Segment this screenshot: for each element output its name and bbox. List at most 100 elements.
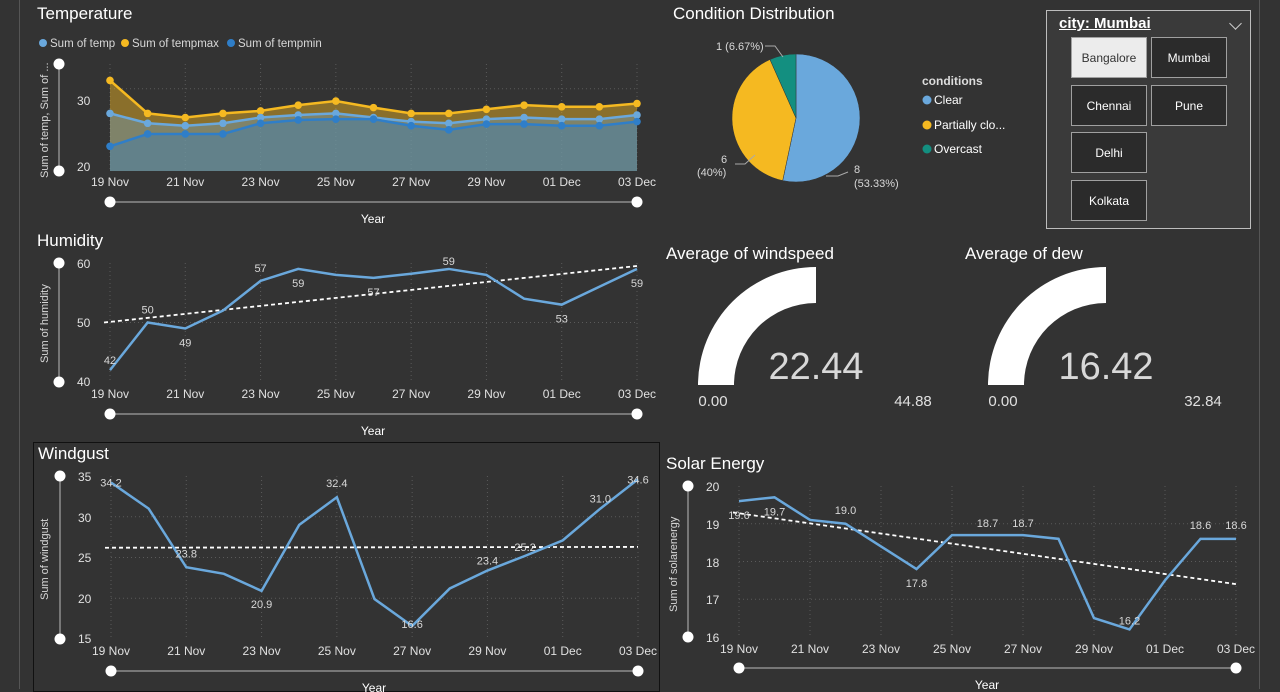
temperature-point-temp[interactable] (633, 111, 641, 119)
temperature-title: Temperature (37, 4, 133, 23)
temperature-point-tempmax[interactable] (633, 99, 641, 108)
solar-trend-line (732, 511, 1237, 586)
city-button-delhi[interactable]: Delhi (1071, 132, 1147, 173)
humidity-data-label: 53 (556, 314, 568, 326)
pie-label-clear-pct: (53.33%) (854, 178, 899, 190)
temperature-x-slider[interactable] (104, 196, 643, 208)
temperature-point-temp[interactable] (595, 115, 604, 123)
temperature-point-temp[interactable] (181, 121, 190, 130)
city-button-bangalore[interactable]: Bangalore (1071, 37, 1147, 78)
temperature-xtick: 19 Nov (91, 175, 129, 189)
temperature-point-tempmax[interactable] (294, 101, 303, 109)
solar-data-label: 16.2 (1119, 615, 1140, 627)
solar-data-label: 18.7 (977, 518, 998, 530)
humidity-data-label: 57 (254, 263, 266, 275)
windgust-y-slider[interactable] (54, 470, 66, 645)
temperature-point-tempmin[interactable] (557, 121, 566, 130)
windspeed-title: Average of windspeed (666, 244, 834, 263)
temperature-xtick: 29 Nov (467, 175, 505, 189)
temperature-point-tempmin[interactable] (332, 115, 340, 123)
temperature-point-temp[interactable] (219, 119, 227, 128)
temperature-point-tempmin[interactable] (520, 120, 528, 128)
temperature-point-tempmin[interactable] (482, 120, 491, 128)
temperature-point-tempmin[interactable] (181, 130, 190, 138)
city-button-chennai[interactable]: Chennai (1071, 85, 1147, 126)
city-button-kolkata[interactable]: Kolkata (1071, 180, 1147, 221)
humidity-xtick: 25 Nov (317, 387, 355, 401)
temperature-point-tempmin[interactable] (219, 130, 227, 138)
solar-data-label: 17.8 (906, 578, 927, 590)
temperature-xtick: 01 Dec (543, 175, 581, 189)
windgust-xtick: 29 Nov (468, 644, 506, 658)
solar-x-slider[interactable] (733, 662, 1242, 674)
temperature-point-tempmin[interactable] (294, 116, 303, 124)
humidity-xtick: 21 Nov (166, 387, 204, 401)
humidity-xtick: 03 Dec (618, 387, 656, 401)
humidity-y-slider[interactable] (53, 257, 65, 388)
temperature-point-tempmax[interactable] (520, 101, 528, 109)
windgust-ytick-20: 20 (78, 592, 92, 606)
temperature-point-tempmax[interactable] (369, 103, 378, 112)
solar-xtick: 01 Dec (1146, 642, 1184, 656)
temperature-point-tempmin[interactable] (143, 130, 152, 138)
humidity-data-label: 50 (142, 305, 154, 317)
temperature-point-tempmax[interactable] (407, 109, 415, 118)
solar-series-line (738, 496, 1236, 631)
temperature-point-temp[interactable] (332, 109, 340, 118)
humidity-x-slider[interactable] (104, 408, 643, 420)
temperature-point-tempmax[interactable] (444, 109, 453, 118)
temperature-point-tempmax[interactable] (482, 105, 491, 114)
temperature-point-temp[interactable] (256, 113, 265, 122)
temperature-point-tempmin[interactable] (407, 121, 415, 130)
solar-ytick-19: 19 (706, 518, 720, 532)
temperature-point-tempmin[interactable] (369, 115, 378, 123)
dew-title: Average of dew (965, 244, 1083, 263)
humidity-series-line (109, 267, 638, 371)
temperature-point-tempmax[interactable] (143, 109, 152, 118)
temperature-point-tempmax[interactable] (219, 109, 227, 118)
temperature-point-tempmin[interactable] (106, 142, 114, 151)
pie-slice-partly[interactable] (731, 59, 797, 181)
temperature-point-temp[interactable] (520, 113, 528, 122)
windgust-data-label: 32.4 (326, 478, 347, 490)
solar-ytick-18: 18 (706, 556, 720, 570)
temperature-point-temp[interactable] (557, 115, 566, 123)
windgust-ytick-25: 25 (78, 551, 92, 565)
temperature-y-slider[interactable] (53, 58, 65, 177)
temperature-point-tempmax[interactable] (332, 97, 340, 105)
temperature-xtick: 23 Nov (242, 175, 280, 189)
temperature-point-temp[interactable] (143, 119, 152, 128)
solar-xtick: 21 Nov (791, 642, 829, 656)
temperature-x-title: Year (361, 212, 385, 226)
city-button-pune[interactable]: Pune (1151, 85, 1227, 126)
temperature-point-tempmax[interactable] (106, 76, 114, 85)
temperature-point-tempmax[interactable] (595, 103, 604, 111)
temperature-point-tempmin[interactable] (595, 121, 604, 130)
solar-y-slider[interactable] (682, 480, 694, 643)
temperature-point-tempmin[interactable] (256, 119, 265, 128)
pie-slice-clear[interactable] (782, 53, 861, 183)
temperature-point-tempmax[interactable] (256, 107, 265, 115)
solar-xtick: 29 Nov (1075, 642, 1113, 656)
solar-data-label: 19.6 (728, 510, 749, 522)
temperature-point-tempmax[interactable] (181, 113, 190, 122)
temperature-point-tempmin[interactable] (633, 117, 641, 126)
legend-swatch-temp (39, 39, 47, 47)
windgust-xtick: 25 Nov (318, 644, 356, 658)
pie-slice-overcast[interactable] (769, 53, 797, 119)
humidity-data-label: 57 (367, 287, 379, 299)
temperature-point-tempmin[interactable] (444, 126, 453, 134)
slicer-header[interactable]: city: Mumbai (1059, 15, 1151, 32)
legend-swatch-tempmin (227, 39, 235, 47)
windgust-x-slider[interactable] (105, 665, 644, 677)
temperature-area-tempmax (110, 80, 637, 171)
condition-title: Condition Distribution (673, 4, 835, 23)
legend-tempmax: Sum of tempmax (132, 38, 219, 50)
temperature-chart: Sum of temp Sum of tempmax Sum of tempmi… (39, 38, 656, 226)
temperature-point-tempmax[interactable] (557, 103, 566, 111)
windgust-data-label: 23.8 (176, 548, 197, 560)
city-button-mumbai[interactable]: Mumbai (1151, 37, 1227, 78)
legend-tempmin: Sum of tempmin (238, 38, 322, 50)
temperature-point-temp[interactable] (106, 109, 114, 118)
temperature-point-temp[interactable] (444, 119, 453, 128)
